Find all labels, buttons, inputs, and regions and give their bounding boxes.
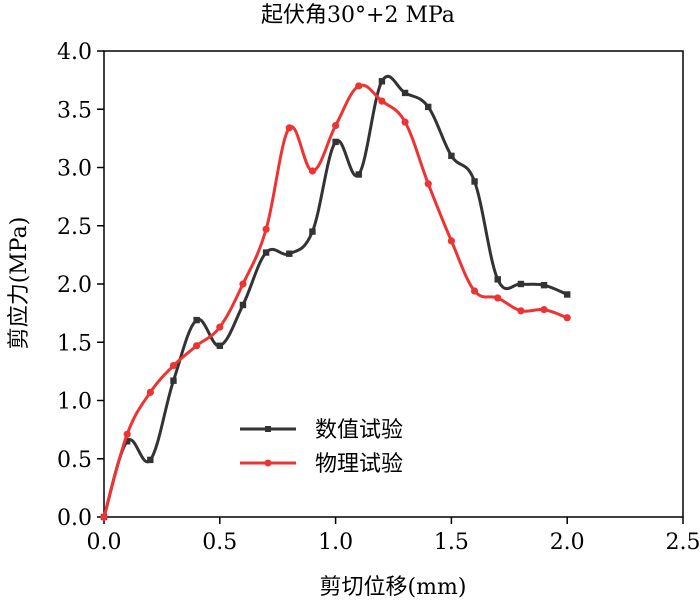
x-tick-label: 2.0: [550, 530, 585, 555]
data-point: [401, 118, 409, 126]
x-tick-label: 0.0: [87, 530, 122, 555]
data-point: [424, 180, 432, 188]
legend-label-numeric: 数值试验: [315, 418, 403, 443]
plot-border: [103, 50, 684, 518]
data-point: [100, 513, 108, 521]
x-axis-label: 剪切位移(mm): [320, 575, 467, 600]
data-point: [563, 314, 571, 322]
data-point: [193, 342, 201, 350]
data-point: [378, 97, 386, 105]
x-tick-label: 2.5: [666, 530, 700, 555]
y-axis-ticks: 0.0 0.5 1.0 1.5 2.0 2.5 3.0 3.5 4.0: [57, 40, 104, 531]
y-tick-label: 3.0: [57, 157, 92, 182]
data-point: [123, 438, 131, 445]
series-layer: [100, 74, 571, 521]
y-tick-label: 0.0: [57, 506, 92, 531]
data-point: [355, 171, 362, 178]
legend-marker-numeric: [265, 426, 271, 432]
x-axis-ticks: 0.0 0.5 1.0 1.5 2.0 2.5: [87, 517, 700, 555]
x-tick-label: 1.5: [434, 530, 469, 555]
data-point: [471, 178, 478, 185]
data-point: [448, 152, 455, 160]
data-point: [378, 78, 386, 85]
data-point: [286, 250, 293, 257]
data-point: [517, 280, 525, 288]
data-point: [239, 301, 247, 309]
series-1: [100, 74, 571, 521]
data-point: [540, 281, 548, 289]
data-point: [470, 287, 479, 295]
data-point: [216, 342, 223, 349]
data-point: [262, 249, 270, 256]
data-point: [169, 361, 178, 370]
x-tick-label: 0.5: [202, 530, 237, 555]
y-tick-label: 1.0: [57, 390, 92, 415]
data-point: [425, 103, 432, 111]
data-point: [146, 388, 154, 396]
data-point: [239, 280, 247, 288]
y-axis-label: 剪应力(MPa): [7, 217, 32, 350]
data-point: [309, 228, 316, 235]
legend-label-physical: 物理试验: [315, 452, 403, 477]
legend: 数值试验 物理试验: [240, 418, 403, 477]
data-point: [540, 306, 548, 314]
data-point: [332, 121, 340, 130]
series-2: [100, 82, 571, 521]
data-point: [216, 323, 224, 331]
series-2-line: [102, 83, 568, 518]
y-tick-label: 1.5: [57, 331, 92, 356]
y-tick-label: 4.0: [57, 40, 92, 65]
y-tick-label: 0.5: [57, 448, 92, 473]
y-tick-label: 2.0: [57, 273, 92, 298]
data-point: [193, 316, 200, 324]
x-tick-label: 1.0: [318, 530, 353, 555]
data-point: [262, 225, 270, 233]
y-tick-label: 3.5: [57, 98, 92, 123]
data-point: [308, 167, 317, 175]
data-point: [170, 377, 177, 384]
data-point: [494, 276, 501, 283]
data-point: [147, 456, 154, 464]
data-point: [285, 124, 293, 132]
chart-title: 起伏角30°+2 MPa: [261, 3, 455, 28]
data-point: [517, 307, 525, 315]
data-point: [355, 82, 363, 90]
data-point: [564, 291, 571, 298]
data-point: [401, 89, 409, 97]
y-tick-label: 2.5: [57, 215, 92, 240]
data-point: [123, 430, 131, 438]
plot-frame: [103, 50, 684, 518]
data-point: [332, 138, 339, 146]
data-point: [447, 237, 455, 245]
legend-marker-physical: [264, 459, 272, 467]
data-point: [494, 294, 502, 302]
